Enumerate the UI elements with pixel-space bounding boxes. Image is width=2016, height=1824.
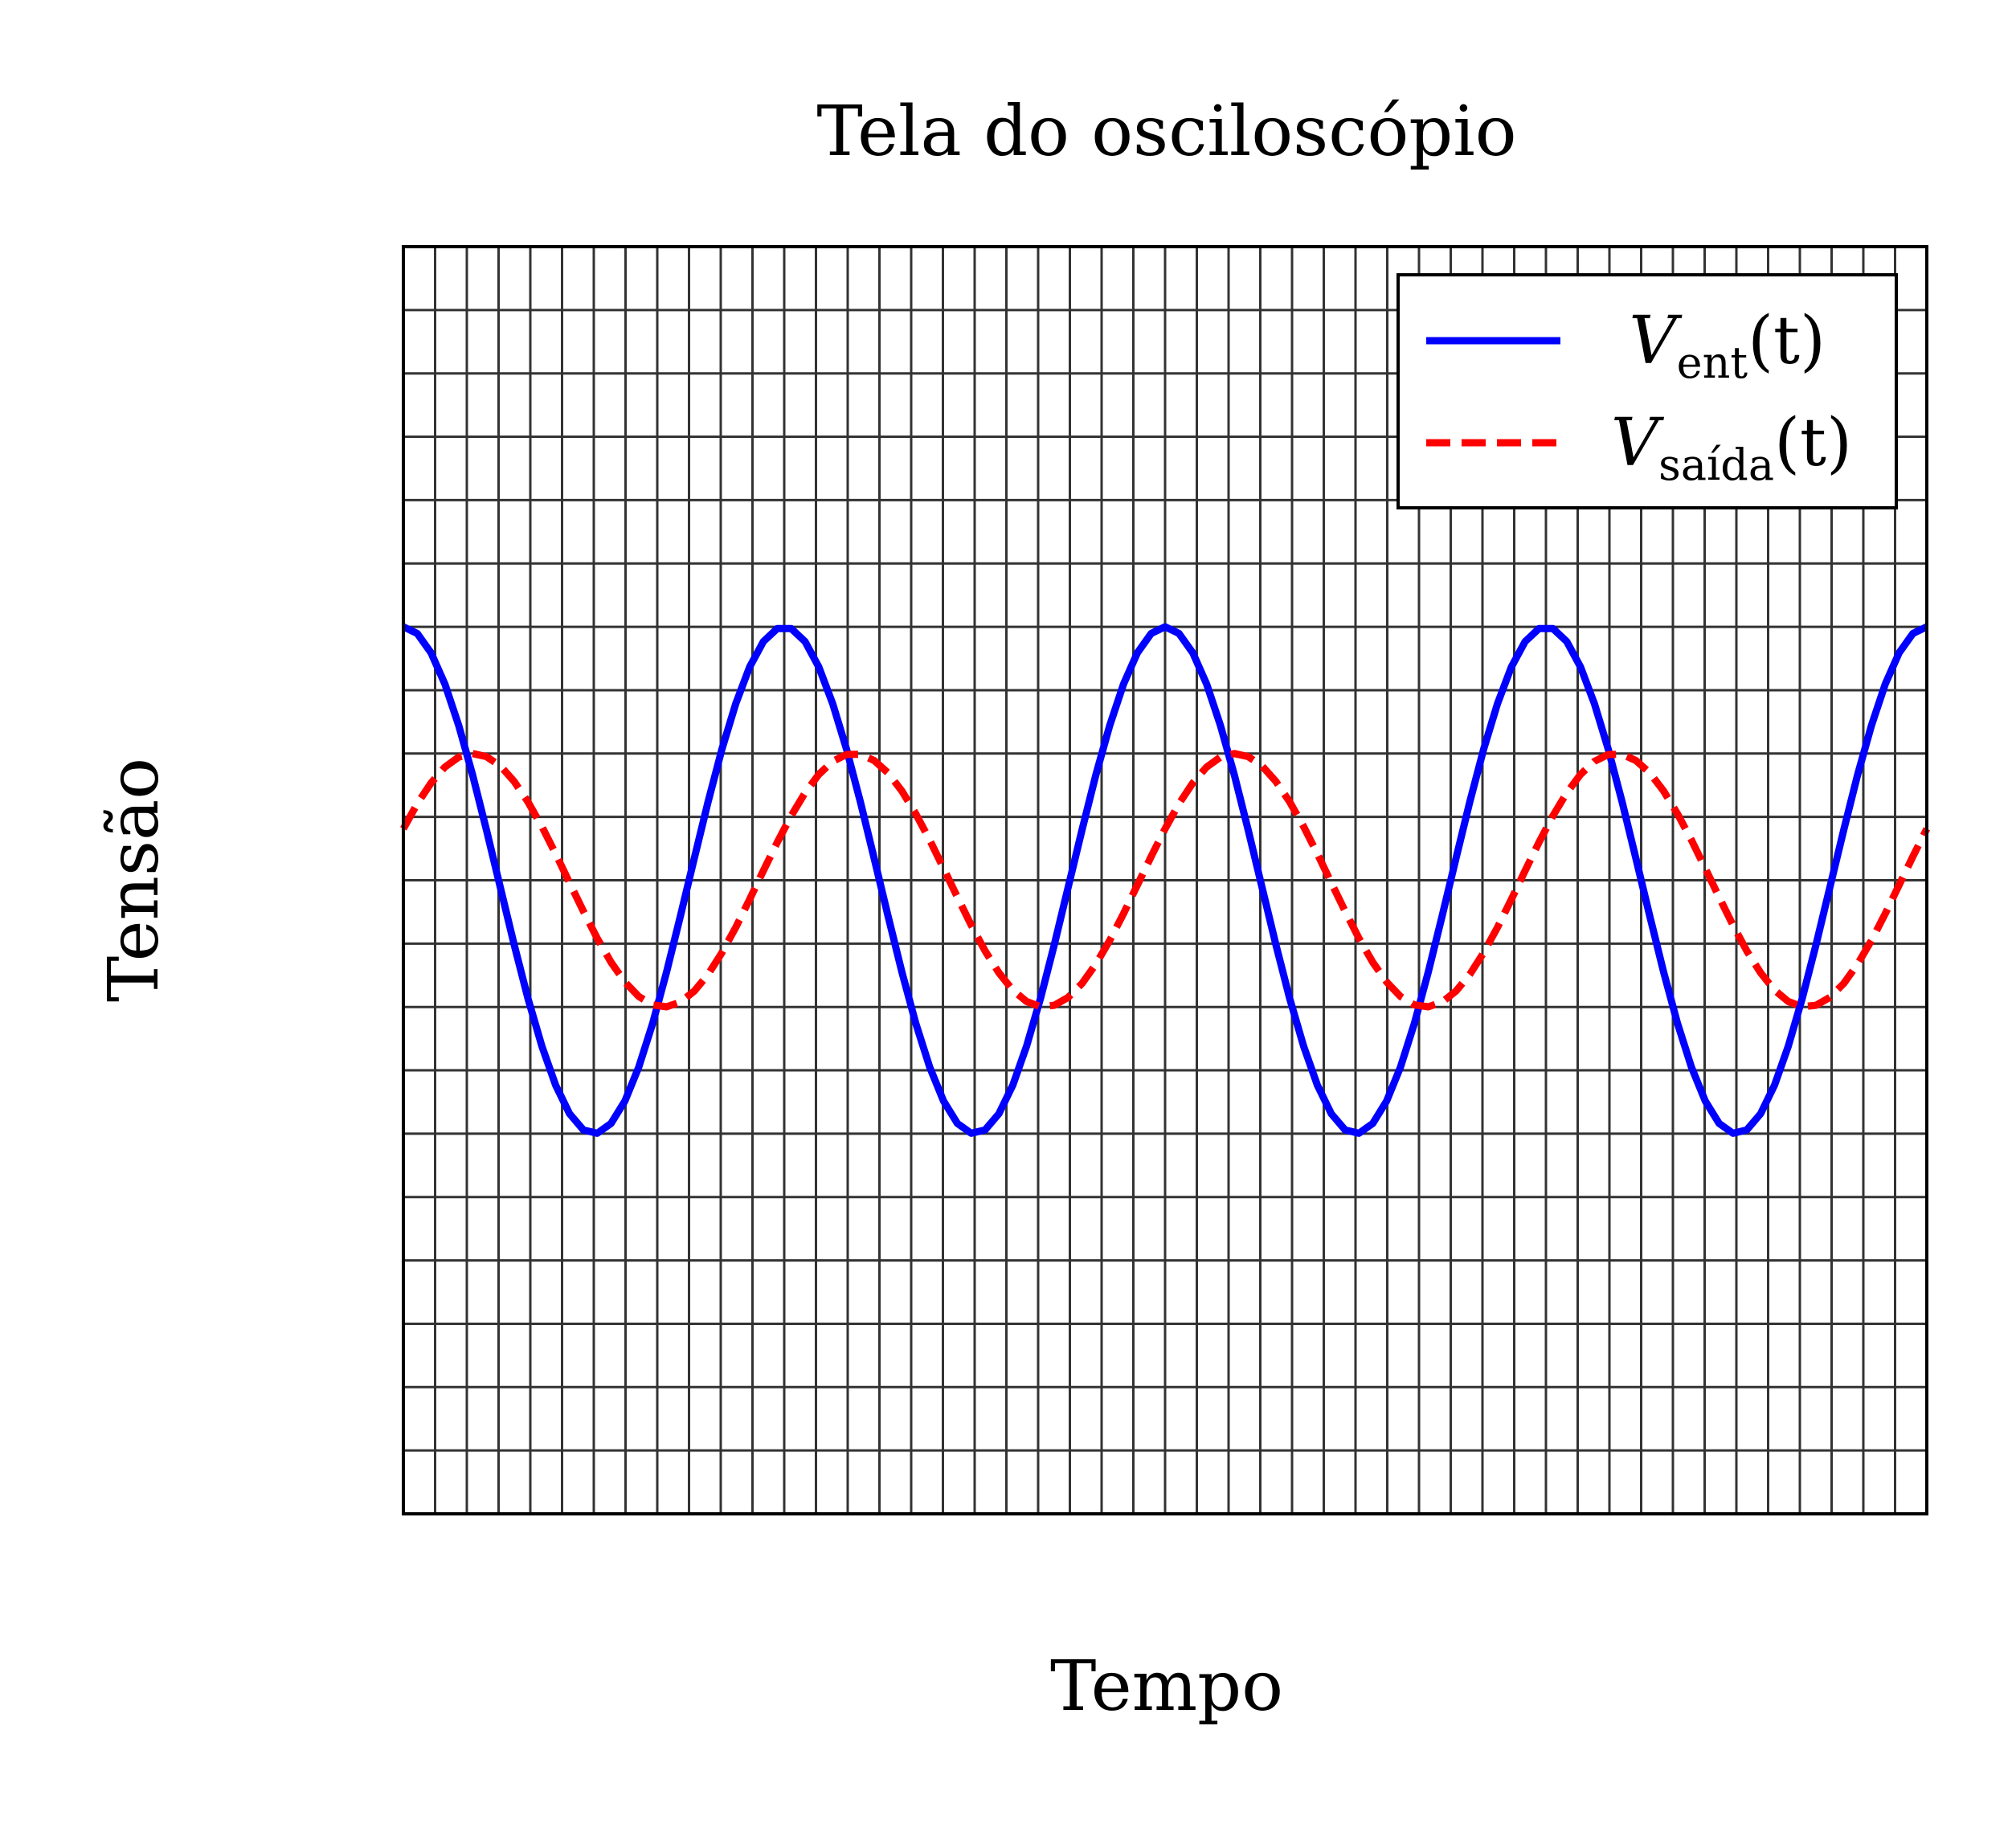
legend-label-saida: Vsaída(t) [1611, 405, 1852, 490]
legend-box [1396, 273, 1898, 509]
plot-lines [400, 623, 1931, 1137]
x-axis-label: Tempo [1050, 1646, 1283, 1727]
grid [403, 247, 1927, 1514]
legend: Vent(t) Vsaída(t) [1396, 273, 1898, 509]
series-line-saida [400, 750, 1931, 1011]
y-axis-label: Tensão [94, 758, 174, 1002]
plot-frame [402, 245, 1928, 1515]
chart-title: Tela do osciloscópio [816, 92, 1516, 172]
legend-label-ent: Vent(t) [1629, 303, 1826, 388]
